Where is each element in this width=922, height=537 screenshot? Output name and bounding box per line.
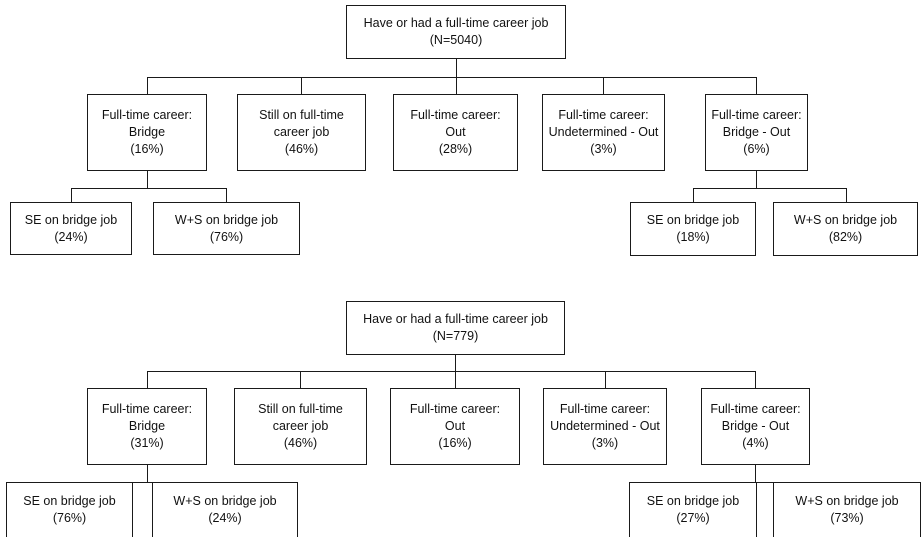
- category-undetermined-out: Full-time career: Undetermined - Out (3%…: [543, 388, 667, 465]
- label: career job: [272, 419, 329, 433]
- bridge-se-node: SE on bridge job (24%): [10, 202, 132, 255]
- connector: [455, 371, 456, 388]
- connector: [147, 371, 755, 372]
- label: SE on bridge job: [646, 494, 740, 508]
- percent: (16%): [438, 436, 472, 450]
- connector: [301, 77, 302, 94]
- label: Full-time career:: [410, 108, 501, 122]
- label: Out: [445, 125, 466, 139]
- bridge-ws-node: W+S on bridge job (76%): [153, 202, 300, 255]
- label: Bridge: [128, 125, 166, 139]
- bridge-out-se-node: SE on bridge job (27%): [629, 482, 757, 537]
- label: W+S on bridge job: [793, 213, 898, 227]
- percent: (3%): [591, 436, 619, 450]
- connector: [147, 77, 756, 78]
- percent: (73%): [830, 511, 864, 525]
- label: Full-time career:: [710, 402, 801, 416]
- root-line-2: (N=5040): [429, 33, 483, 47]
- percent: (46%): [284, 142, 319, 156]
- root-line-1: Have or had a full-time career job: [363, 312, 548, 326]
- percent: (76%): [209, 229, 244, 244]
- connector: [456, 77, 457, 94]
- percent: (82%): [828, 230, 863, 244]
- bridge-se-node: SE on bridge job (76%): [6, 482, 133, 537]
- connector: [147, 465, 148, 482]
- label: Full-time career:: [558, 108, 649, 122]
- label: SE on bridge job: [646, 213, 740, 227]
- category-bridge: Full-time career: Bridge (16%): [87, 94, 207, 171]
- connector: [755, 465, 756, 482]
- label: Full-time career:: [559, 402, 651, 416]
- label: SE on bridge job: [23, 494, 116, 508]
- percent: (6%): [743, 142, 770, 156]
- root-line-1: Have or had a full-time career job: [363, 16, 549, 30]
- percent: (46%): [283, 436, 318, 450]
- connector: [147, 77, 148, 94]
- percent: (28%): [438, 142, 473, 156]
- connector: [755, 371, 756, 388]
- bridge-out-ws-node: W+S on bridge job (82%): [773, 202, 918, 256]
- connector: [147, 171, 148, 188]
- label: W+S on bridge job: [174, 212, 279, 227]
- category-still-on: Still on full-time career job (46%): [234, 388, 367, 465]
- category-out: Full-time career: Out (28%): [393, 94, 518, 171]
- connector: [603, 77, 604, 94]
- connector: [226, 188, 227, 202]
- label: Bridge - Out: [721, 419, 790, 433]
- category-still-on: Still on full-time career job (46%): [237, 94, 366, 171]
- label: W+S on bridge job: [173, 494, 277, 508]
- label: Full-time career:: [101, 108, 193, 122]
- connector: [605, 371, 606, 388]
- category-bridge-out: Full-time career: Bridge - Out (6%): [705, 94, 808, 171]
- connector: [300, 371, 301, 388]
- connector: [71, 188, 226, 189]
- connector: [756, 171, 757, 188]
- connector: [456, 59, 457, 77]
- connector: [693, 188, 846, 189]
- percent: (27%): [676, 511, 710, 525]
- label: Undetermined - Out: [550, 419, 660, 433]
- label: career job: [273, 125, 330, 139]
- label: Full-time career:: [711, 108, 802, 122]
- percent: (3%): [590, 142, 617, 156]
- category-bridge-out: Full-time career: Bridge - Out (4%): [701, 388, 810, 465]
- label: SE on bridge job: [24, 212, 118, 227]
- root-line-2: (N=779): [432, 329, 479, 343]
- connector: [846, 188, 847, 202]
- category-out: Full-time career: Out (16%): [390, 388, 520, 465]
- label: Still on full-time: [259, 108, 344, 122]
- bridge-ws-node: W+S on bridge job (24%): [152, 482, 298, 537]
- connector: [68, 482, 224, 483]
- label: W+S on bridge job: [795, 494, 899, 508]
- connector: [756, 77, 757, 94]
- category-undetermined-out: Full-time career: Undetermined - Out (3%…: [542, 94, 665, 171]
- percent: (24%): [208, 511, 242, 525]
- label: Still on full-time: [258, 402, 343, 416]
- percent: (16%): [130, 142, 164, 156]
- label: Out: [444, 419, 466, 433]
- connector: [693, 482, 845, 483]
- percent: (31%): [130, 436, 164, 450]
- label: Full-time career:: [409, 402, 501, 416]
- percent: (18%): [676, 230, 710, 244]
- root-node: Have or had a full-time career job (N=77…: [346, 301, 565, 355]
- label: Undetermined - Out: [548, 125, 659, 139]
- percent: (24%): [54, 229, 88, 244]
- percent: (76%): [52, 511, 87, 525]
- label: Bridge - Out: [722, 125, 791, 139]
- connector: [147, 371, 148, 388]
- connector: [71, 188, 72, 202]
- connector: [455, 355, 456, 371]
- bridge-out-se-node: SE on bridge job (18%): [630, 202, 756, 256]
- bridge-out-ws-node: W+S on bridge job (73%): [773, 482, 921, 537]
- percent: (4%): [742, 436, 769, 450]
- connector: [693, 188, 694, 202]
- label: Full-time career:: [101, 402, 193, 416]
- label: Bridge: [128, 419, 166, 433]
- root-node: Have or had a full-time career job (N=50…: [346, 5, 566, 59]
- category-bridge: Full-time career: Bridge (31%): [87, 388, 207, 465]
